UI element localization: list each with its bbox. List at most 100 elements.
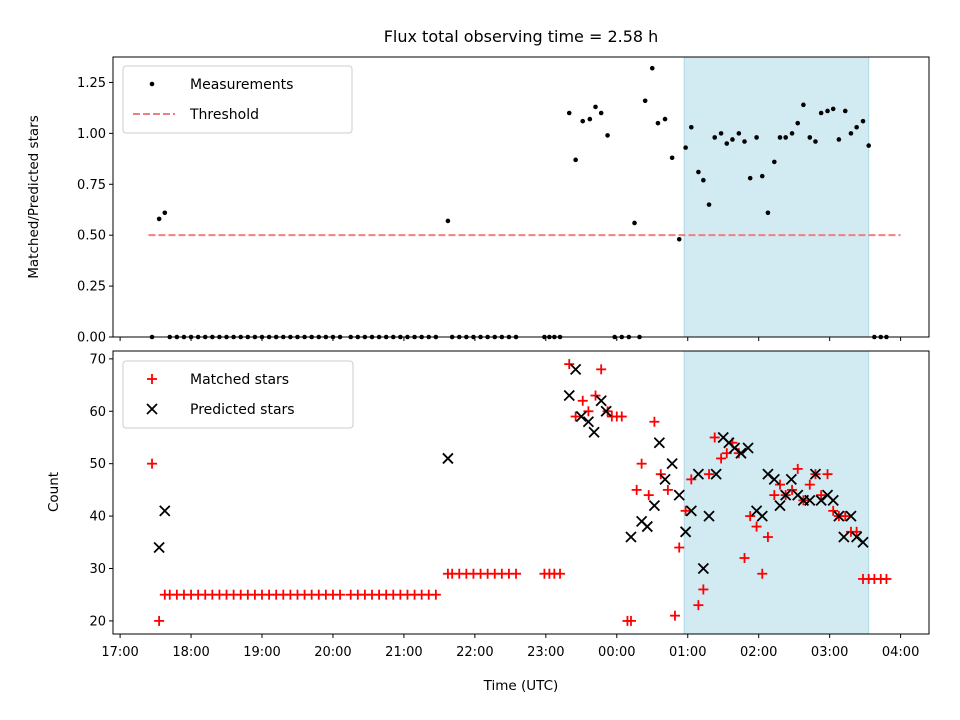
measurement-point bbox=[683, 145, 688, 150]
predicted-cross-b bbox=[833, 510, 845, 522]
predicted-cross-b bbox=[648, 499, 661, 512]
predicted-cross-b bbox=[827, 494, 839, 506]
measurement-point bbox=[580, 118, 586, 124]
matched-star-point bbox=[631, 484, 642, 495]
measurement-point bbox=[830, 106, 836, 112]
bottom-axes-frame bbox=[112, 350, 930, 635]
predicted-star-point bbox=[780, 489, 792, 501]
predicted-cross-b bbox=[159, 505, 171, 517]
measurement-point bbox=[807, 135, 813, 140]
matched-star-point bbox=[596, 364, 607, 375]
measurement-point bbox=[642, 98, 648, 104]
measurement-point bbox=[765, 210, 771, 216]
bottom-x-tick-label: 03:00 bbox=[811, 645, 848, 660]
bottom-shade-rect bbox=[683, 350, 870, 635]
bottom-x-tick-label: 23:00 bbox=[527, 645, 564, 660]
top-observing-span bbox=[683, 56, 870, 338]
measurement-point bbox=[825, 108, 830, 114]
predicted-cross-b bbox=[588, 426, 600, 438]
predicted-star-point bbox=[563, 389, 575, 402]
predicted-cross-b bbox=[666, 458, 678, 470]
top-panel: 0.00 0.25 0.50 0.75 1.00 1.25 Matched/Predict… bbox=[26, 56, 930, 346]
top-legend: Measurements Threshold bbox=[122, 65, 353, 134]
matched-star-point bbox=[636, 458, 647, 469]
bottom-legend: Matched stars Predicted stars bbox=[122, 360, 354, 429]
top-y-tick-label: 0.50 bbox=[77, 229, 106, 244]
bottom-x-tick-label: 00:00 bbox=[598, 645, 635, 660]
predicted-star-point bbox=[703, 510, 715, 522]
measurement-point bbox=[818, 110, 824, 116]
predicted-cross-b bbox=[442, 452, 454, 465]
predicted-star-point bbox=[697, 562, 709, 575]
predicted-star-point bbox=[625, 531, 637, 543]
predicted-cross-b bbox=[723, 437, 735, 449]
predicted-cross-b bbox=[809, 468, 822, 480]
measurement-point bbox=[632, 220, 637, 226]
predicted-star-point bbox=[641, 520, 653, 533]
bottom-panel: 20 30 40 50 60 70 17:00 18:00 19:00 20:00 21:00 22… bbox=[46, 350, 930, 694]
x-axis-label: Time (UTC) bbox=[483, 678, 559, 694]
top-axes-frame bbox=[112, 56, 930, 338]
predicted-star-point bbox=[685, 505, 697, 517]
predicted-cross-b bbox=[838, 531, 850, 543]
top-y-ticks: 0.00 0.25 0.50 0.75 1.00 1.25 bbox=[77, 76, 113, 346]
measurement-point bbox=[662, 116, 668, 122]
matched-star-point bbox=[698, 584, 709, 595]
predicted-cross-b bbox=[673, 489, 685, 501]
predicted-star-point bbox=[735, 447, 747, 459]
top-y-tick-label: 1.25 bbox=[77, 76, 106, 91]
predicted-cross-b bbox=[692, 468, 705, 480]
predicted-cross-b bbox=[641, 520, 653, 533]
measurement-point bbox=[162, 210, 168, 216]
predicted-cross-b bbox=[774, 499, 786, 512]
matched-star-point bbox=[564, 359, 575, 370]
measurement-point bbox=[789, 131, 795, 136]
predicted-cross-b bbox=[750, 505, 763, 517]
bottom-x-tick-label: 18:00 bbox=[172, 645, 209, 660]
top-y-tick-label: 0.75 bbox=[77, 178, 106, 193]
predicted-star-point bbox=[804, 494, 816, 506]
measurement-point bbox=[696, 169, 701, 175]
matched-star-point bbox=[555, 568, 566, 579]
bottom-x-tick-label: 21:00 bbox=[385, 645, 422, 660]
bottom-x-tick-label: 17:00 bbox=[101, 645, 138, 660]
predicted-star-point bbox=[742, 442, 754, 454]
measurement-point bbox=[587, 116, 593, 122]
predicted-cross-b bbox=[679, 526, 692, 538]
matched-star-point bbox=[774, 479, 785, 490]
measurement-point bbox=[669, 155, 675, 161]
predicted-cross-b bbox=[600, 405, 612, 417]
top-y-tick-label: 0.25 bbox=[77, 280, 106, 295]
measurement-point bbox=[759, 173, 765, 179]
predicted-cross-b bbox=[850, 531, 863, 543]
matched-star-point bbox=[154, 615, 165, 626]
predicted-cross-b bbox=[735, 447, 747, 459]
matched-star-point bbox=[757, 568, 768, 579]
predicted-star-point bbox=[442, 452, 454, 465]
measurement-point bbox=[854, 124, 859, 130]
matched-star-point bbox=[335, 589, 346, 600]
legend-measurements-label: Measurements bbox=[190, 77, 293, 93]
bottom-y-tick-label: 70 bbox=[89, 352, 106, 367]
matched-star-point bbox=[822, 469, 833, 480]
matched-star-point bbox=[430, 589, 441, 600]
bottom-y-tick-label: 30 bbox=[89, 562, 106, 577]
predicted-cross-b bbox=[785, 473, 797, 486]
matched-star-points bbox=[147, 359, 892, 626]
predicted-star-point bbox=[600, 405, 612, 417]
matched-star-point bbox=[570, 411, 581, 422]
matched-star-point bbox=[625, 615, 636, 626]
matched-star-point bbox=[769, 490, 780, 501]
matched-star-point bbox=[804, 479, 815, 490]
matched-star-point bbox=[583, 406, 594, 417]
matched-star-point bbox=[674, 542, 685, 553]
predicted-cross-b bbox=[821, 489, 834, 501]
measurement-points bbox=[149, 65, 889, 340]
measurement-point bbox=[598, 110, 604, 116]
bottom-x-tick-label: 20:00 bbox=[314, 645, 351, 660]
matched-star-point bbox=[577, 395, 588, 406]
matched-star-point bbox=[787, 484, 798, 495]
predicted-star-point bbox=[827, 494, 839, 506]
predicted-cross-b bbox=[756, 510, 768, 522]
measurement-point bbox=[772, 159, 777, 165]
